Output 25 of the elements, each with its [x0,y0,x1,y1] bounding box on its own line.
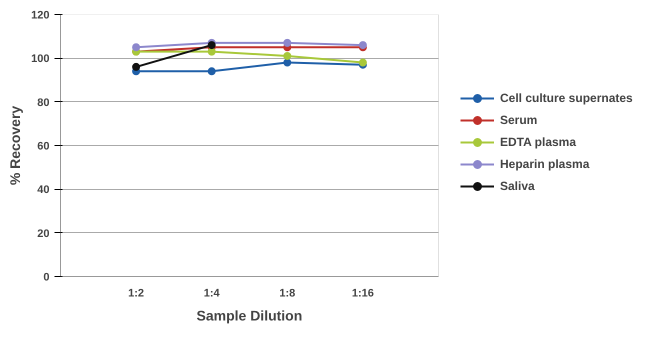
point [283,58,292,67]
legend-label: Saliva [500,179,535,193]
x-tick-label: 1:8 [279,288,296,300]
point [208,67,216,76]
legend-label: Serum [500,113,538,127]
y-tick-label: 60 [37,140,50,152]
y-tick-label: 100 [31,53,50,66]
y-axis-title: % Recovery [7,106,24,186]
y-tick-label: 20 [37,228,50,240]
point [283,38,292,47]
x-axis-title: Sample Dilution [196,308,302,324]
y-tick-label: 0 [43,272,50,284]
x-tick-label: 1:2 [128,288,144,300]
legend-label: Heparin plasma [500,157,590,171]
legend-label: EDTA plasma [500,135,576,149]
y-tick-label: 80 [37,96,50,109]
point [208,48,216,56]
y-tick-label: 40 [37,184,50,196]
y-tick-label: 120 [31,10,50,22]
x-tick-label: 1:16 [352,288,374,300]
point [132,62,140,71]
x-tick-label: 1:4 [204,288,221,300]
point [283,52,292,60]
legend-label: Cell culture supernates [500,91,633,105]
point [132,43,140,52]
